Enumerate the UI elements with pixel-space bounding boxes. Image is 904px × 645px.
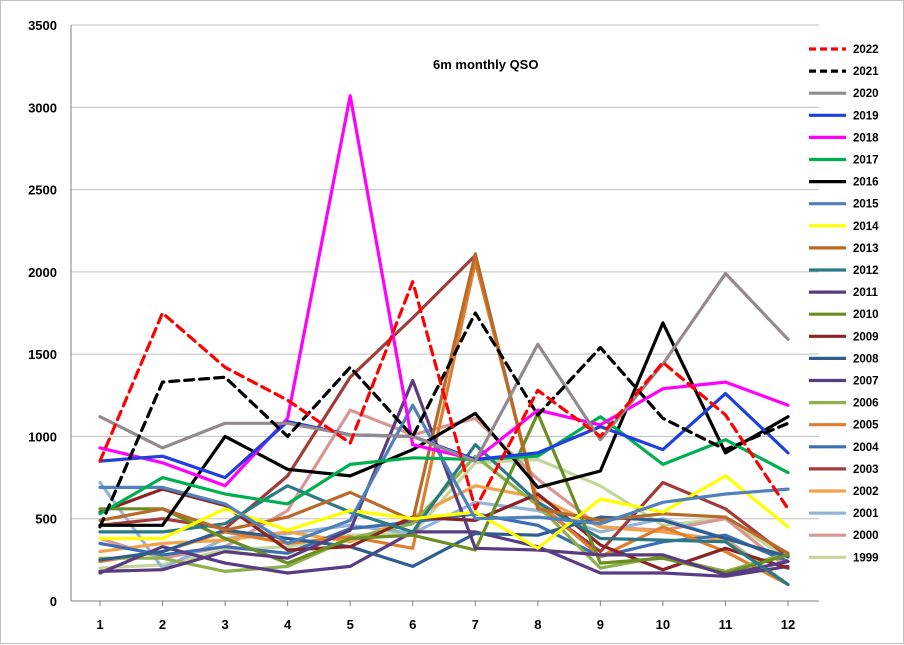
legend-label-2006: 2006: [853, 398, 879, 410]
legend-label-2009: 2009: [853, 331, 879, 343]
series-line-2017: [98, 415, 790, 516]
series-line-2013: [98, 252, 790, 555]
legend-label-2016: 2016: [853, 177, 879, 189]
y-tick-label: 3500: [28, 18, 57, 33]
legend-label-2002: 2002: [853, 486, 879, 498]
x-tick-label: 7: [472, 617, 479, 632]
x-tick-label: 4: [284, 617, 292, 632]
legend-label-2005: 2005: [853, 420, 879, 432]
legend-label-2018: 2018: [853, 132, 879, 144]
x-tick-label: 2: [159, 617, 166, 632]
y-tick-label: 0: [50, 594, 57, 609]
x-tick-label: 10: [656, 617, 670, 632]
y-tick-label: 500: [35, 512, 57, 527]
legend-label-2007: 2007: [853, 376, 879, 388]
series-lines: [98, 94, 790, 587]
y-tick-label: 1000: [28, 429, 57, 444]
x-tick-label: 11: [719, 617, 733, 632]
legend-label-2020: 2020: [853, 88, 879, 100]
x-tick-label: 8: [534, 617, 541, 632]
series-line-2021: [98, 311, 790, 529]
legend-label-2017: 2017: [853, 155, 879, 167]
y-tick-label: 1500: [28, 347, 57, 362]
legend-label-2008: 2008: [853, 353, 879, 365]
legend-label-2011: 2011: [853, 287, 879, 299]
series-line-2015: [98, 403, 790, 546]
x-tick-label: 5: [347, 617, 354, 632]
legend: 2022 2021 2020 2019 2018 2017 2016 2015 2014 2013…: [809, 44, 879, 564]
series-line-2010: [98, 411, 790, 575]
chart-title: 6m monthly QSO: [433, 57, 538, 72]
series-line-2022: [98, 280, 790, 511]
y-tick-label: 2000: [28, 265, 57, 280]
legend-label-2014: 2014: [853, 221, 879, 233]
legend-label-2004: 2004: [853, 442, 879, 454]
legend-label-2015: 2015: [853, 199, 879, 211]
x-tick-label: 1: [96, 617, 103, 632]
x-tick-label: 3: [221, 617, 228, 632]
legend-label-2019: 2019: [853, 110, 879, 122]
legend-label-2000: 2000: [853, 530, 879, 542]
legend-label-2001: 2001: [853, 508, 879, 520]
series-line-2002: [98, 484, 790, 587]
y-tick-label: 2500: [28, 183, 57, 198]
legend-label-2003: 2003: [853, 464, 879, 476]
series-line-2014: [98, 474, 790, 550]
y-tick-label: 3000: [28, 100, 57, 115]
legend-label-2021: 2021: [853, 66, 879, 78]
x-tick-label: 9: [597, 617, 604, 632]
legend-label-2012: 2012: [853, 265, 879, 277]
legend-label-1999: 1999: [853, 552, 879, 564]
x-tick-label: 6: [409, 617, 416, 632]
legend-label-2022: 2022: [853, 44, 879, 56]
x-tick-label: 12: [781, 617, 795, 632]
legend-label-2010: 2010: [853, 309, 879, 321]
legend-label-2013: 2013: [853, 243, 879, 255]
series-line-2020: [98, 271, 790, 463]
series-line-2016: [98, 321, 790, 527]
series-line-2018: [98, 94, 790, 488]
series-line-2007: [98, 530, 790, 578]
